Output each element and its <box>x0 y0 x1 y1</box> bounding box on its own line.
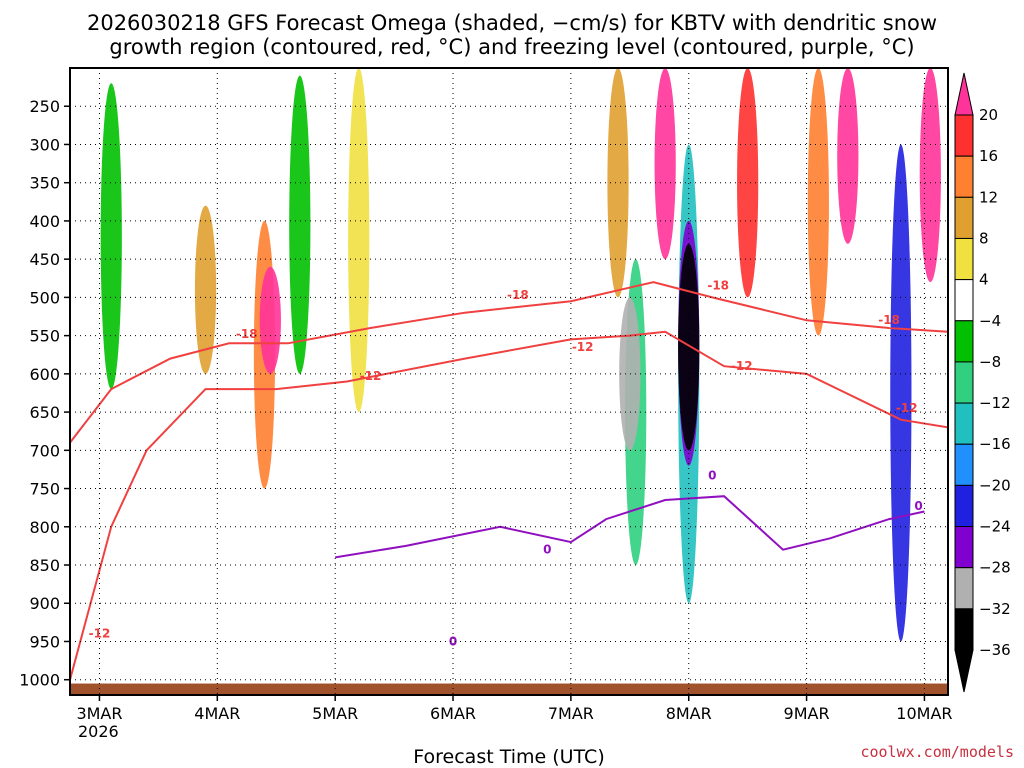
x-axis-tick-label: 6MAR <box>430 704 476 723</box>
colorbar-segment <box>954 484 974 528</box>
x-axis-tick-label: 4MAR <box>194 704 240 723</box>
colorbar-segment <box>954 279 974 322</box>
colorbar-segment <box>954 567 974 610</box>
x-axis-tick-label: 8MAR <box>666 704 712 723</box>
colorbar-segment <box>954 526 974 569</box>
dgz-contour-label: -18 <box>236 327 258 341</box>
colorbar-segment <box>954 237 974 281</box>
y-axis-tick-label: 250 <box>29 97 60 116</box>
y-axis-tick-label: 1000 <box>19 671 60 690</box>
colorbar-tick-label: −16 <box>979 435 1011 453</box>
colorbar-tick-label: −12 <box>979 394 1011 412</box>
x-axis: 3MAR 4MAR 5MAR 6MAR 7MAR 8MAR 9MAR 10MAR <box>76 695 953 723</box>
omega-shaded-region <box>807 68 829 336</box>
colorbar-segment <box>954 114 974 157</box>
omega-shaded-region <box>289 75 311 374</box>
omega-shaded-region <box>100 83 122 390</box>
dgz-contour-label: -18 <box>707 279 729 293</box>
y-axis-tick-label: 600 <box>29 365 60 384</box>
omega-shaded-region <box>837 68 859 244</box>
y-axis-tick-label: 550 <box>29 327 60 346</box>
colorbar-tick-label: 12 <box>979 188 998 206</box>
omega-shaded-region <box>890 144 912 642</box>
colorbar-segment <box>954 155 974 198</box>
colorbar-tick-label: 20 <box>979 106 998 124</box>
colorbar-tick-label: −4 <box>979 312 1001 330</box>
omega-shaded-region <box>348 68 370 413</box>
x-axis-tick-label: 10MAR <box>896 704 952 723</box>
dgz-contour-minus18 <box>70 281 948 444</box>
colorbar-segment <box>954 361 974 404</box>
freezing-contour-label: 0 <box>449 634 457 648</box>
omega-shaded-region <box>619 297 641 451</box>
x-axis-year: 2026 <box>78 722 119 741</box>
chart-title-line-1: 2026030218 GFS Forecast Omega (shaded, −… <box>87 11 937 35</box>
colorbar-tick-label: −24 <box>979 518 1011 536</box>
omega-shaded-region <box>919 68 941 283</box>
colorbar-tick-label: −8 <box>979 353 1001 371</box>
dgz-contour-label: -18 <box>507 288 529 302</box>
colorbar-segment <box>954 443 974 486</box>
colorbar-segment <box>954 608 974 651</box>
colorbar: 20 16 12 8 4 −4 −8 −12 −16 −20 −24 −28 −32 −36 <box>954 72 1011 693</box>
freezing-contour-label: 0 <box>914 499 922 513</box>
colorbar-tick-label: −28 <box>979 559 1011 577</box>
credit-text: coolwx.com/models <box>860 743 1014 761</box>
colorbar-tick-label: 8 <box>979 229 989 247</box>
dgz-contour-label: -12 <box>572 340 594 354</box>
colorbar-tick-label: 4 <box>979 271 989 289</box>
plot-frame <box>69 67 949 696</box>
y-axis-tick-label: 300 <box>29 135 60 154</box>
colorbar-tick-label: −32 <box>979 600 1011 618</box>
x-axis-tick-label: 3MAR <box>76 704 122 723</box>
chart-title-line-2: growth region (contoured, red, °C) and f… <box>109 35 914 59</box>
y-axis-tick-label: 350 <box>29 174 60 193</box>
y-axis-tick-label: 700 <box>29 441 60 460</box>
y-axis-tick-label: 800 <box>29 518 60 537</box>
y-axis-tick-label: 850 <box>29 556 60 575</box>
y-axis-tick-label: 500 <box>29 288 60 307</box>
dgz-contour-label: -12 <box>896 401 918 415</box>
colorbar-segment <box>954 402 974 445</box>
y-axis-tick-label: 950 <box>29 632 60 651</box>
colorbar-tick-label: −36 <box>979 641 1011 659</box>
y-axis-tick-label: 450 <box>29 250 60 269</box>
freezing-contour-label: 0 <box>543 543 551 557</box>
x-axis-tick-label: 5MAR <box>312 704 358 723</box>
dgz-contour-label: -18 <box>878 313 900 327</box>
omega-shaded-region <box>654 68 676 260</box>
omega-shaded-region <box>194 205 217 374</box>
omega-shaded-region <box>607 68 629 298</box>
dgz-contour-minus12 <box>70 330 948 680</box>
terrain-strip <box>70 683 948 695</box>
y-axis-tick-label: 900 <box>29 594 60 613</box>
y-axis-tick-label: 400 <box>29 212 60 231</box>
x-axis-tick-label: 9MAR <box>784 704 830 723</box>
y-axis-tick-label: 650 <box>29 403 60 422</box>
dgz-contour-label: -12 <box>731 359 753 373</box>
omega-shaded-region <box>259 266 281 374</box>
colorbar-segment <box>954 320 974 363</box>
freezing-contour-label: 0 <box>708 468 716 482</box>
colorbar-tick-label: 16 <box>979 147 998 165</box>
x-axis-tick-label: 7MAR <box>548 704 594 723</box>
colorbar-top-arrow <box>954 72 974 116</box>
dgz-contour-label: -12 <box>360 369 382 383</box>
omega-shaded-region <box>678 243 700 451</box>
freezing-level-contour <box>335 495 925 559</box>
colorbar-tick-label: −20 <box>979 476 1011 494</box>
y-axis-tick-label: 750 <box>29 480 60 499</box>
omega-shaded-region <box>737 68 759 298</box>
y-axis: 250 300 350 400 450 500 550 600 650 700 750 800 850 9… <box>19 97 70 690</box>
x-axis-label: Forecast Time (UTC) <box>413 746 604 768</box>
colorbar-segment <box>954 196 974 239</box>
colorbar-bottom-arrow <box>954 649 974 693</box>
